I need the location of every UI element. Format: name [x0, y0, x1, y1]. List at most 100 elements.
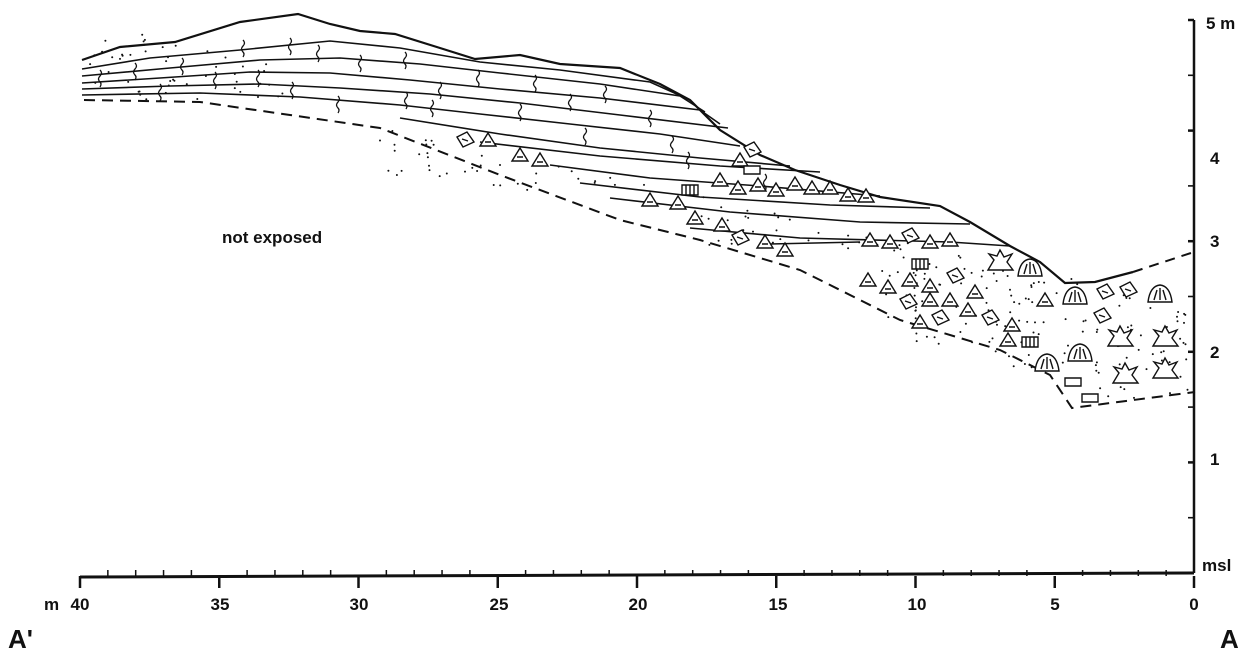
root-trace: [97, 69, 103, 88]
coral-clast: [731, 229, 751, 246]
coral-clast: [743, 165, 761, 175]
root-trace: [157, 83, 163, 102]
coral-clast: [998, 331, 1018, 347]
coral-clast: [910, 313, 930, 329]
y-axis-tick-labels: 5 m 4 3 2 1 msl: [1202, 14, 1235, 575]
x-tick-label-25: 25: [490, 595, 509, 614]
section-end-label: A: [1220, 624, 1239, 654]
coral-clast: [1119, 281, 1139, 298]
coral-clast: [911, 258, 929, 270]
x-tick-label-0: 0: [1189, 595, 1198, 614]
coral-clast: [1062, 286, 1088, 305]
x-tick-label-20: 20: [629, 595, 648, 614]
coral-clast: [899, 293, 919, 310]
coral-clast: [1021, 336, 1039, 348]
coral-clast: [986, 248, 1015, 271]
root-trace: [602, 85, 608, 104]
root-trace: [289, 81, 295, 100]
root-trace: [357, 54, 363, 73]
coral-clast: [940, 291, 960, 307]
coral-clast: [710, 171, 730, 187]
coral-clast: [1111, 361, 1140, 384]
root-trace: [212, 71, 218, 90]
coral-clast: [728, 179, 748, 195]
y-axis-ticks: [1188, 18, 1194, 575]
coral-clast: [1067, 343, 1093, 362]
coral-clast: [931, 309, 951, 326]
right-contact-dashed: [1132, 251, 1195, 273]
coral-clast: [838, 186, 858, 202]
y-tick-label-2: 2: [1210, 343, 1219, 362]
section-start-label: A': [8, 624, 33, 654]
coral-clast: [456, 131, 476, 148]
coral-clast: [965, 283, 985, 299]
coral-clast: [920, 233, 940, 249]
coral-clast: [1035, 291, 1055, 307]
root-trace: [287, 37, 293, 56]
coral-clast: [1093, 307, 1113, 324]
root-trace: [179, 57, 185, 76]
coral-clast: [530, 151, 550, 167]
coral-clasts: [456, 131, 1180, 403]
coral-clast: [510, 146, 530, 162]
root-trace: [532, 74, 538, 93]
ground-surface-profile: [81, 12, 1134, 285]
coral-clast: [1017, 258, 1043, 277]
coral-clast: [946, 267, 966, 284]
exposure-base-dashed: [83, 99, 1196, 410]
root-trace: [582, 127, 588, 146]
coral-clast: [785, 175, 805, 191]
coral-clast: [901, 227, 921, 244]
coral-clast: [878, 278, 898, 294]
y-axis: 5 m 4 3 2 1 msl: [1188, 14, 1235, 575]
root-trace: [669, 135, 675, 154]
root-trace: [437, 81, 443, 100]
not-exposed-label: not exposed: [222, 228, 322, 247]
y-tick-label-1: 1: [1210, 450, 1219, 469]
root-trace: [240, 39, 246, 58]
root-trace: [475, 69, 481, 88]
coral-clast: [685, 209, 705, 225]
y-tick-label-msl: msl: [1202, 556, 1231, 575]
coral-clast: [858, 271, 878, 287]
x-axis-minor-ticks: [107, 570, 1167, 576]
x-axis-ticks: [78, 576, 1196, 588]
x-tick-label-10: 10: [908, 595, 927, 614]
coral-clast: [1064, 377, 1082, 387]
y-tick-label-3: 3: [1210, 232, 1219, 251]
y-tick-label-4: 4: [1210, 149, 1220, 168]
coral-clast: [880, 233, 900, 249]
coral-clast: [478, 131, 498, 147]
bedding-lines: [81, 40, 1011, 247]
x-tick-label-5: 5: [1050, 595, 1059, 614]
root-trace: [517, 103, 523, 122]
coral-clast: [856, 187, 876, 203]
coral-clast: [820, 179, 840, 195]
coral-clast: [1106, 324, 1135, 347]
coral-clast: [920, 291, 940, 307]
root-trace: [402, 51, 408, 70]
coral-clast: [1151, 356, 1180, 379]
x-axis-tick-labels: 40 35 30 25 20 15 10 5 0: [71, 595, 1199, 614]
coral-clast: [775, 241, 795, 257]
coral-clast: [668, 194, 688, 210]
root-trace: [685, 151, 691, 170]
coral-clast: [1151, 324, 1180, 347]
x-tick-label-40: 40: [71, 595, 90, 614]
coral-clast: [640, 191, 660, 207]
coral-clast: [712, 216, 732, 232]
coral-clast: [802, 179, 822, 195]
coral-clast: [766, 181, 786, 197]
coral-clast: [940, 231, 960, 247]
root-trace: [132, 62, 138, 81]
root-traces: [97, 37, 768, 192]
root-trace: [255, 69, 261, 88]
coral-clast: [1096, 283, 1116, 300]
coral-clast: [1147, 284, 1173, 303]
y-tick-label-5m: 5 m: [1206, 14, 1235, 33]
root-trace: [647, 109, 653, 128]
root-trace: [567, 93, 573, 112]
x-axis: m 40 35 30 25 20 15 10 5 0: [44, 570, 1199, 614]
coral-clast: [681, 184, 699, 196]
